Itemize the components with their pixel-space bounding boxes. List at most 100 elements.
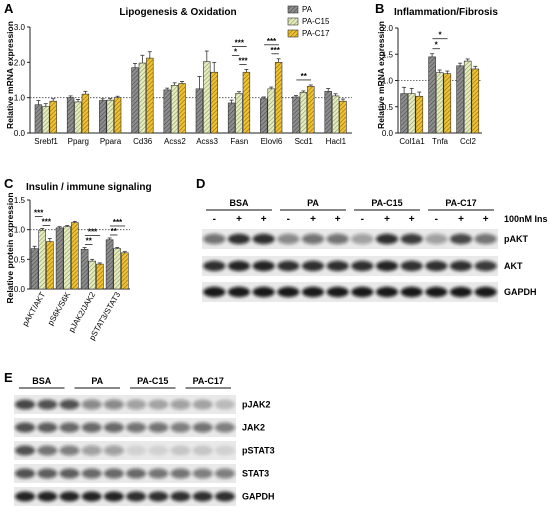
blot-d-pakt-band	[425, 233, 448, 245]
chart-c-category-label: pAKT/AKT	[21, 290, 48, 327]
blot-d-gapdh-band	[301, 286, 325, 298]
chart-a-bar-acss3-pa	[195, 88, 204, 134]
chart-a-bar-scd1-pa-c15	[299, 92, 308, 134]
blot-d-treatment-sign: +	[483, 214, 489, 225]
blot-e-gapdh-band	[37, 491, 58, 502]
blot-d-akt-band	[425, 260, 448, 272]
blot-e-pjak2-band	[126, 399, 147, 410]
panel-c-ylabel: Relative protein expression	[5, 192, 15, 303]
chart-a-significance-label: ***	[238, 56, 248, 65]
blot-e-gapdh-band	[81, 491, 102, 502]
chart-a-bar-srebf1-pa-c17	[49, 100, 57, 134]
chart-b-bar-tnfa-pa	[428, 56, 436, 134]
blot-d-akt-band	[400, 260, 423, 272]
blot-d-group-pa-c15: PA-C15	[371, 198, 402, 208]
blot-e-stat3-label: STAT3	[242, 469, 269, 479]
blot-e-gapdh-band	[103, 491, 124, 502]
blot-e-jak2-band	[148, 422, 169, 433]
panel-b-ylabel: Relative mRNA expression	[376, 21, 386, 129]
blot-d-akt-band	[375, 260, 399, 272]
blot-e-pjak2-band	[37, 399, 58, 410]
chart-a-bar-hacl1-pa	[324, 91, 332, 134]
chart-c-bar-pjak2-jak2-pa	[80, 248, 89, 290]
blot-e-stat3-band	[148, 468, 169, 479]
panel-b-title: Inflammation/Fibrosis	[394, 7, 498, 18]
chart-a-ytick-label: 1.0	[14, 94, 26, 103]
panel-a-title: Lipogenesis & Oxidation	[119, 7, 236, 18]
chart-a-category-label: Srebf1	[34, 137, 58, 146]
chart-b-bar-col1a1-pa	[400, 93, 408, 134]
panel-letter-c: C	[4, 176, 14, 191]
blot-d-treatment-sign: +	[409, 214, 415, 225]
blot-e-stat3-band	[59, 468, 80, 479]
chart-a-category-label: Hacl1	[326, 137, 347, 146]
chart-c-bar-ps6k-s6k-pa-c17	[71, 222, 79, 290]
blot-d-treatment-sign: +	[384, 214, 390, 225]
chart-b-ytick-label: 0.0	[382, 129, 394, 138]
panel-c-title: Insulin / immune signaling	[26, 182, 152, 193]
blot-e-pjak2-band	[59, 399, 80, 410]
blot-d-pakt-label: pAKT	[504, 234, 528, 244]
chart-c-bar-pstat3-stat3-pa	[105, 239, 114, 290]
blot-e-pjak2-band	[103, 399, 124, 410]
chart-c-bar-pjak2-jak2-pa-c15	[88, 260, 96, 290]
legend-label-pa-c17: PA-C17	[302, 29, 330, 38]
chart-a-category-label: Fasn	[230, 137, 248, 146]
legend-label-pa-c15: PA-C15	[302, 17, 330, 26]
blot-d-pakt-band	[400, 233, 423, 245]
chart-b-bar-ccl2-pa	[456, 65, 464, 134]
blot-d-pakt-band	[449, 233, 473, 245]
blot-e-stat3-band	[170, 468, 191, 479]
blot-d-gapdh-label: GAPDH	[504, 287, 537, 297]
chart-a-bar-fasn-pa-c17	[242, 71, 251, 134]
chart-a-bar-elovl6-pa	[260, 98, 268, 134]
chart-c-bar-pakt-akt-pa-c17	[45, 241, 54, 290]
blot-d-gapdh-band	[277, 286, 300, 298]
blot-d-pakt-band	[252, 233, 275, 245]
blot-d-pakt-band	[203, 233, 226, 245]
panel-letter-e: E	[4, 370, 13, 385]
blot-d-treatment-sign: +	[335, 214, 341, 225]
chart-c-significance-label: ***	[42, 217, 52, 226]
chart-a-bar-acss2-pa-c17	[178, 83, 186, 134]
western-blot-e: BSA PA PA-C15 PA-C17 pJAK2 JAK2 pSTAT3 STAT3 GAP…	[14, 376, 275, 506]
blot-e-jak2-label: JAK2	[242, 423, 265, 433]
chart-a-category-label: Acss3	[196, 137, 218, 146]
blot-e-stat3-band	[37, 468, 58, 479]
chart-a-bar-ppara-pa	[99, 100, 107, 134]
chart-b-ytick-label: 0.5	[382, 103, 394, 112]
blot-d-treatment-sign: -	[213, 214, 216, 225]
blot-d-group-pa: PA	[307, 198, 319, 208]
blot-d-pakt-band	[277, 233, 300, 245]
blot-d-gapdh-band	[400, 286, 423, 298]
chart-a-significance-label: ***	[267, 37, 277, 46]
chart-a-category-label: Elovl6	[261, 137, 283, 146]
chart-a-bar-srebf1-pa	[34, 104, 43, 134]
blot-d-gapdh-band	[227, 286, 251, 298]
chart-c-ytick-label: 1.5	[14, 196, 26, 205]
blot-d-gapdh-band	[252, 286, 275, 298]
blot-e-jak2-band	[103, 422, 124, 433]
legend-swatch-pa	[287, 5, 299, 14]
blot-d-treatment-sign: +	[458, 214, 464, 225]
blot-e-stat3-band	[126, 468, 147, 479]
chart-c-category-label: pS6K/S6K	[46, 290, 73, 327]
chart-b-bar-tnfa-pa-c17	[443, 73, 452, 134]
blot-e-pjak2-band	[148, 399, 169, 410]
blot-e-gapdh-band	[214, 491, 235, 502]
chart-b-bar-ccl2-pa-c15	[463, 60, 472, 134]
chart-c-bar-ps6k-s6k-pa-c15	[63, 226, 72, 290]
chart-a-bar-elovl6-pa-c15	[267, 88, 275, 134]
chart-c-ytick-label: 1.0	[14, 226, 26, 235]
chart-b-bar-tnfa-pa-c15	[435, 72, 444, 134]
blot-d-group-bsa: BSA	[229, 198, 249, 208]
blot-d-akt-band	[301, 260, 325, 272]
panel-letter-a: A	[4, 1, 14, 16]
chart-c-bar-pjak2-jak2-pa-c17	[96, 263, 104, 290]
blot-d-treatment-sign: -	[361, 214, 364, 225]
legend-label-pa: PA	[302, 5, 313, 14]
chart-a-bar-scd1-pa-c17	[307, 86, 315, 134]
blot-d-akt-band	[203, 260, 226, 272]
blot-d-gapdh-band	[375, 286, 399, 298]
